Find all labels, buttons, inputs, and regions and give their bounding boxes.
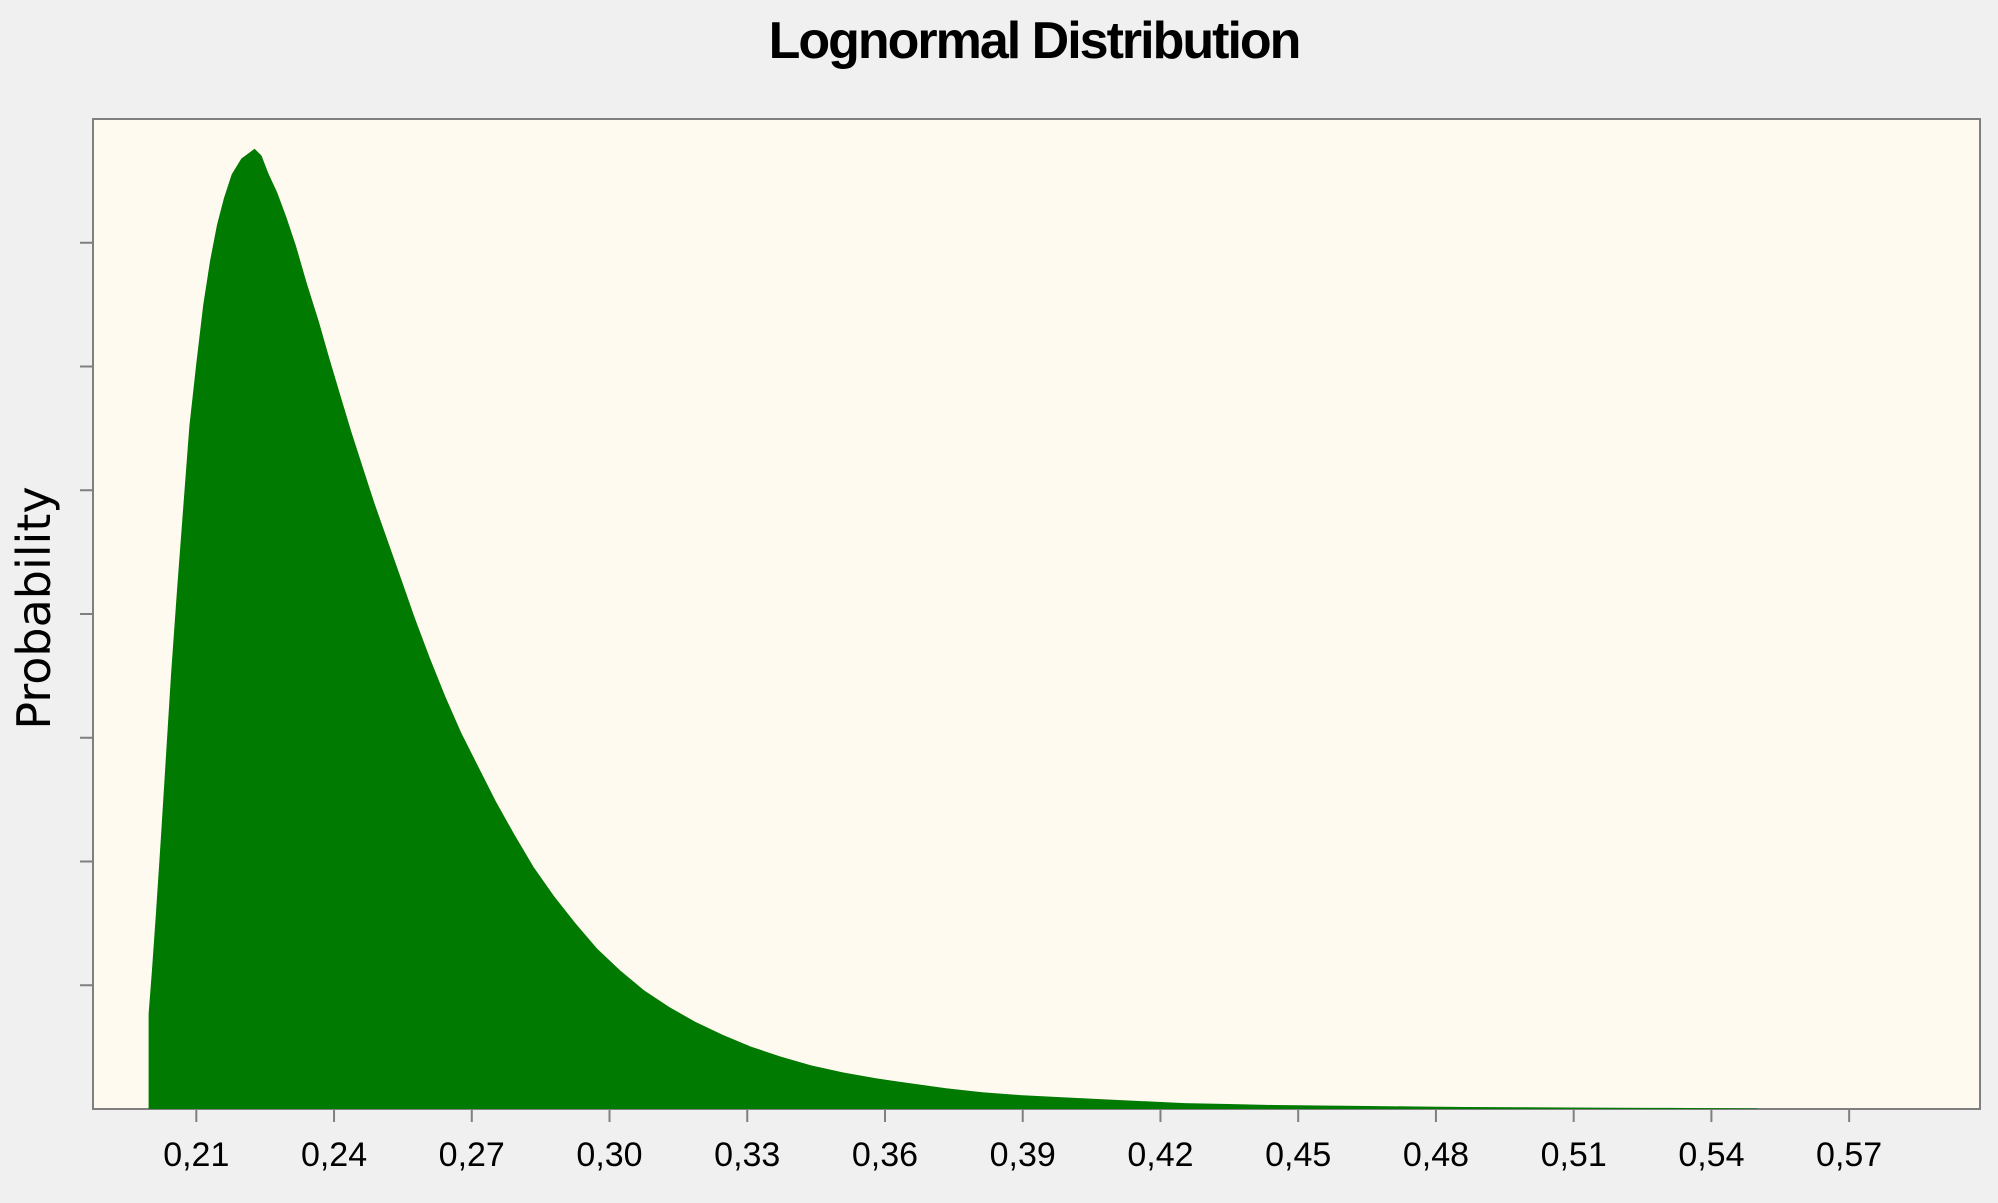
- x-tick-label-4: 0,33: [714, 1136, 780, 1174]
- x-tick-label-1: 0,24: [301, 1136, 367, 1174]
- x-tick-label-10: 0,51: [1541, 1136, 1607, 1174]
- x-tick-label-11: 0,54: [1678, 1136, 1744, 1174]
- x-tick-label-2: 0,27: [439, 1136, 505, 1174]
- y-axis-ticks: [80, 241, 93, 987]
- x-tick-label-9: 0,48: [1403, 1136, 1469, 1174]
- x-tick-label-8: 0,45: [1265, 1136, 1331, 1174]
- x-axis-ticks: 0,21 0,24 0,27 0,30 0,33 0,36 0,39 0,42 0,45 0,48…: [163, 1109, 1882, 1174]
- x-tick-label-3: 0,30: [576, 1136, 642, 1174]
- y-axis-label: Probability: [7, 486, 61, 729]
- x-tick-label-7: 0,42: [1127, 1136, 1193, 1174]
- x-tick-label-5: 0,36: [852, 1136, 918, 1174]
- distribution-area: [148, 148, 1758, 1109]
- chart-title: Lognormal Distribution: [769, 12, 1300, 70]
- x-tick-label-12: 0,57: [1816, 1136, 1882, 1174]
- x-tick-label-6: 0,39: [990, 1136, 1056, 1174]
- x-tick-label-0: 0,21: [163, 1136, 229, 1174]
